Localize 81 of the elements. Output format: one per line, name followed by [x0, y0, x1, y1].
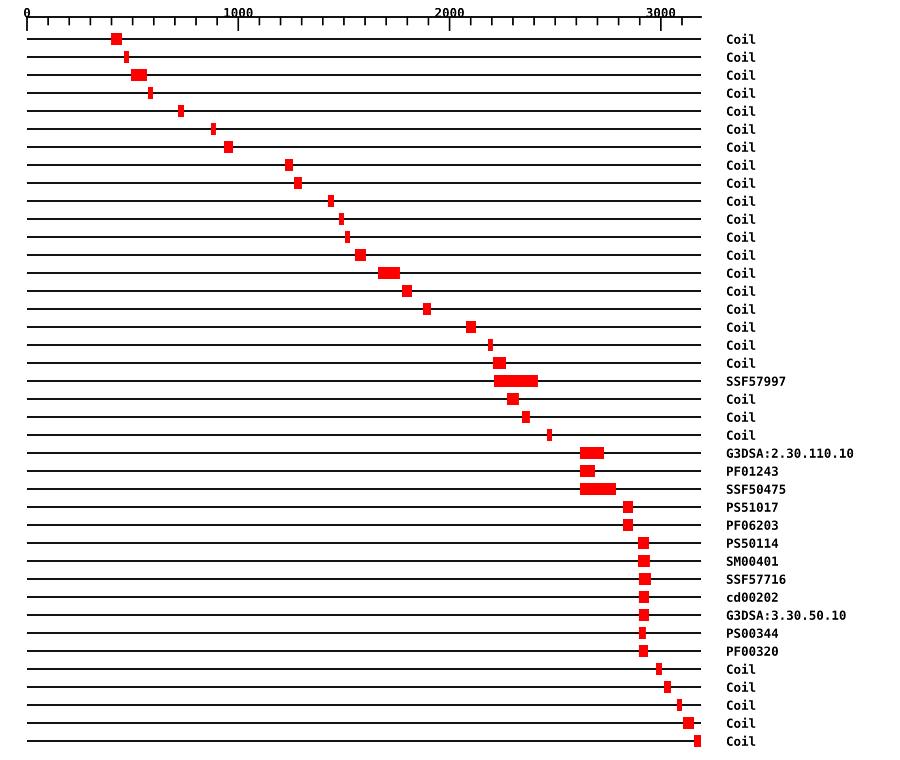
bar: [422, 302, 431, 316]
y-tick-label: SM00401: [726, 556, 778, 566]
y-tick-label: Coil: [726, 358, 756, 368]
y-tick-label: PS50114: [726, 538, 778, 548]
bar: [656, 662, 662, 676]
y-tick-label: Coil: [726, 394, 756, 404]
bar: [694, 734, 701, 748]
y-tick-label: Coil: [726, 286, 756, 296]
bar: [466, 320, 476, 334]
y-tick-label: SSF57716: [726, 574, 786, 584]
bar: [638, 608, 650, 622]
y-tick-label: Coil: [726, 682, 756, 692]
y-tick-label: Coil: [726, 214, 756, 224]
y-tick-label: PF01243: [726, 466, 778, 476]
bar: [494, 374, 538, 388]
y-tick-label: SSF57997: [726, 376, 786, 386]
bar: [130, 68, 148, 82]
bar: [284, 158, 294, 172]
bar: [638, 554, 650, 568]
bar: [224, 140, 234, 154]
y-tick-label: Coil: [726, 232, 756, 242]
y-tick-label: G3DSA:3.30.50.10: [726, 610, 846, 620]
bar: [623, 518, 633, 532]
bar: [580, 446, 604, 460]
bar: [638, 536, 650, 550]
y-tick-label: Coil: [726, 412, 756, 422]
bar: [378, 266, 400, 280]
x-tick-label: 0: [24, 8, 30, 18]
y-tick-label: Coil: [726, 142, 756, 152]
y-tick-label: Coil: [726, 340, 756, 350]
y-tick-label: Coil: [726, 106, 756, 116]
bar: [148, 86, 153, 100]
y-tick-label: Coil: [726, 664, 756, 674]
y-tick-label: SSF50475: [726, 484, 786, 494]
bar: [664, 680, 671, 694]
y-tick-label: Coil: [726, 268, 756, 278]
bar: [344, 230, 350, 244]
y-tick-label: Coil: [726, 34, 756, 44]
bar: [522, 410, 530, 424]
y-tick-label: G3DSA:2.30.110.10: [726, 448, 854, 458]
bar: [638, 572, 651, 586]
y-tick-label: PS00344: [726, 628, 778, 638]
bar: [623, 500, 633, 514]
y-tick-label: PF06203: [726, 520, 778, 530]
bar: [328, 194, 334, 208]
bar: [492, 356, 506, 370]
y-tick-label: Coil: [726, 700, 756, 710]
y-tick-label: Coil: [726, 88, 756, 98]
bar: [111, 32, 122, 46]
y-tick-label: Coil: [726, 304, 756, 314]
bar: [124, 50, 130, 64]
y-tick-label: Coil: [726, 322, 756, 332]
y-tick-label: Coil: [726, 196, 756, 206]
bar: [638, 590, 650, 604]
bar: [638, 626, 646, 640]
bar: [580, 482, 616, 496]
bar: [676, 698, 682, 712]
y-tick-label: Coil: [726, 736, 756, 746]
y-tick-label: Coil: [726, 52, 756, 62]
bar: [580, 464, 595, 478]
bar: [546, 428, 552, 442]
y-tick-label: Coil: [726, 178, 756, 188]
y-tick-label: Coil: [726, 430, 756, 440]
bar: [488, 338, 493, 352]
bar: [339, 212, 344, 226]
y-tick-label: Coil: [726, 250, 756, 260]
bar: [507, 392, 519, 406]
y-tick-label: PF00320: [726, 646, 778, 656]
bar: [354, 248, 366, 262]
y-tick-label: Coil: [726, 718, 756, 728]
y-tick-label: Coil: [726, 70, 756, 80]
bar: [683, 716, 694, 730]
bar: [211, 122, 216, 136]
bar: [638, 644, 648, 658]
y-tick-label: Coil: [726, 160, 756, 170]
y-tick-label: Coil: [726, 124, 756, 134]
bar: [402, 284, 412, 298]
y-tick-label: cd00202: [727, 592, 778, 602]
bar: [294, 176, 302, 190]
bar: [178, 104, 184, 118]
y-tick-label: PS51017: [726, 502, 778, 512]
